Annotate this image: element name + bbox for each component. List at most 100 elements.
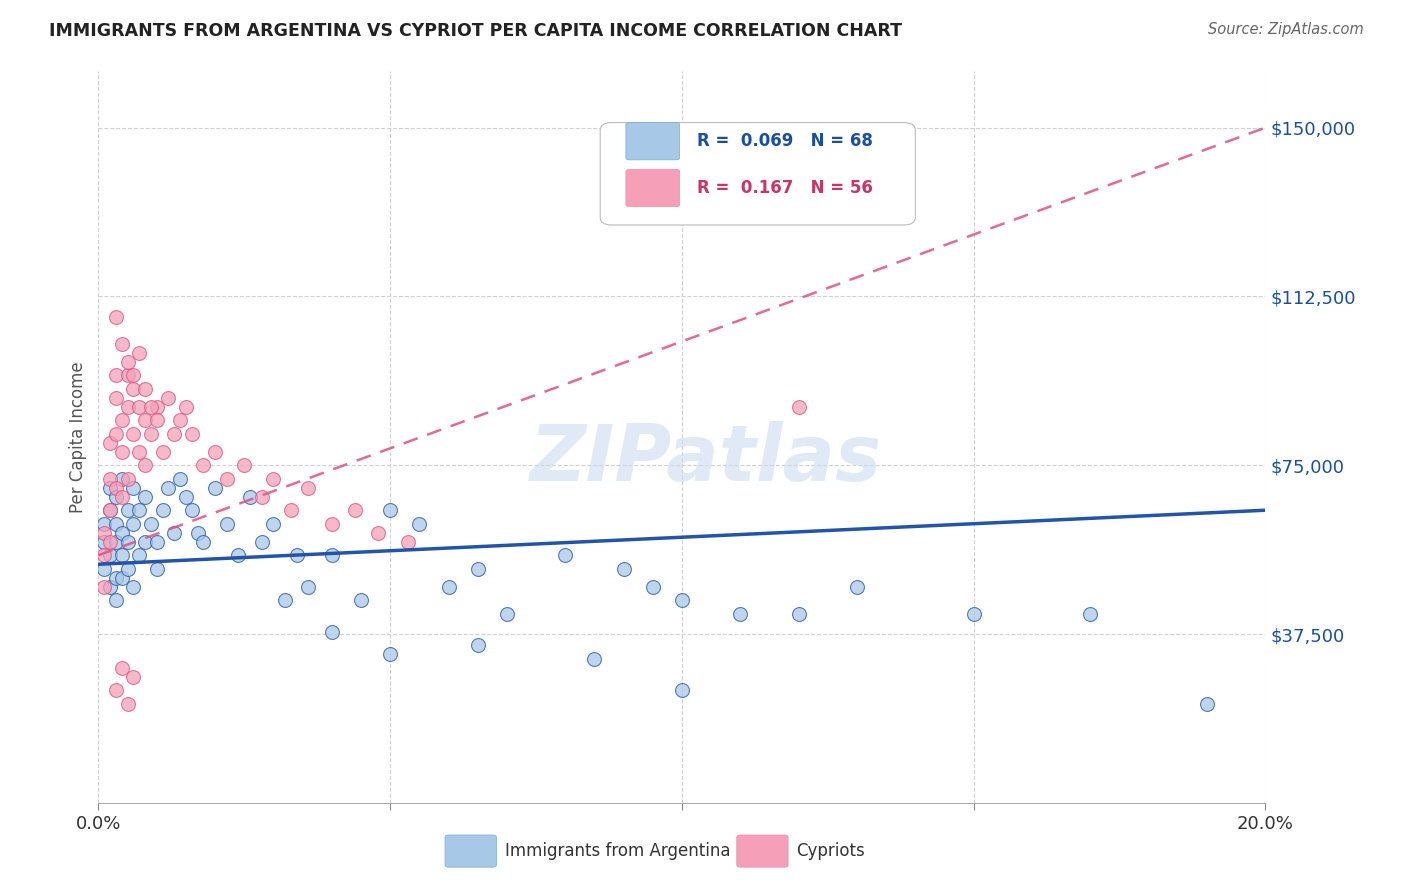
FancyBboxPatch shape <box>737 835 789 867</box>
Point <box>104 683 127 698</box>
Point <box>117 400 139 414</box>
Point <box>215 472 238 486</box>
Point <box>98 534 121 549</box>
Point <box>367 525 389 540</box>
Point <box>233 458 256 473</box>
Point <box>134 490 156 504</box>
Point <box>111 490 134 504</box>
Point <box>98 435 121 450</box>
Point <box>437 580 460 594</box>
Point <box>174 490 197 504</box>
Point <box>117 534 139 549</box>
Point <box>204 444 226 458</box>
Point <box>962 607 984 621</box>
FancyBboxPatch shape <box>626 169 679 207</box>
Point <box>111 336 134 351</box>
Point <box>128 400 150 414</box>
Point <box>496 607 519 621</box>
Point <box>215 516 238 531</box>
Point <box>111 413 134 427</box>
Point <box>104 391 127 405</box>
Point <box>554 548 576 562</box>
Point <box>98 472 121 486</box>
Point <box>104 481 127 495</box>
FancyBboxPatch shape <box>600 122 915 225</box>
Point <box>146 562 169 576</box>
Point <box>467 562 489 576</box>
Point <box>671 683 693 698</box>
Point <box>104 426 127 441</box>
Point <box>117 697 139 711</box>
Point <box>93 534 115 549</box>
Point <box>612 562 634 576</box>
Point <box>104 490 127 504</box>
FancyBboxPatch shape <box>626 122 679 160</box>
Point <box>93 562 115 576</box>
Point <box>128 548 150 562</box>
Point <box>250 490 273 504</box>
Point <box>169 472 191 486</box>
Point <box>671 593 693 607</box>
Point <box>117 472 139 486</box>
Point <box>583 652 606 666</box>
Point <box>139 400 162 414</box>
Point <box>139 426 162 441</box>
Point <box>380 503 402 517</box>
Point <box>134 413 156 427</box>
Point <box>122 382 145 396</box>
Point <box>380 647 402 661</box>
Point <box>641 580 664 594</box>
Point <box>117 562 139 576</box>
Point <box>134 458 156 473</box>
Point <box>93 516 115 531</box>
Point <box>122 516 145 531</box>
Point <box>104 534 127 549</box>
Point <box>152 444 174 458</box>
Point <box>152 503 174 517</box>
Point <box>104 571 127 585</box>
Point <box>134 382 156 396</box>
Point <box>111 525 134 540</box>
Point <box>111 661 134 675</box>
Point <box>128 503 150 517</box>
Point <box>285 548 308 562</box>
Point <box>274 593 297 607</box>
Point <box>163 525 186 540</box>
Point <box>180 503 202 517</box>
Point <box>157 391 180 405</box>
Point <box>128 444 150 458</box>
Point <box>128 345 150 359</box>
Point <box>250 534 273 549</box>
Point <box>846 580 869 594</box>
Point <box>396 534 419 549</box>
Point <box>262 472 284 486</box>
Point <box>93 548 115 562</box>
Text: R =  0.167   N = 56: R = 0.167 N = 56 <box>697 179 873 197</box>
Point <box>98 503 121 517</box>
Point <box>187 525 209 540</box>
Point <box>122 368 145 383</box>
Point <box>111 472 134 486</box>
Point <box>111 548 134 562</box>
Text: Immigrants from Argentina: Immigrants from Argentina <box>505 842 730 860</box>
Text: ZIPatlas: ZIPatlas <box>529 421 882 497</box>
Point <box>174 400 197 414</box>
Point <box>204 481 226 495</box>
Point <box>122 426 145 441</box>
Point <box>787 400 810 414</box>
Point <box>134 534 156 549</box>
Point <box>117 354 139 368</box>
Point <box>408 516 430 531</box>
Y-axis label: Per Capita Income: Per Capita Income <box>69 361 87 513</box>
Point <box>239 490 262 504</box>
Point <box>280 503 302 517</box>
Point <box>1080 607 1102 621</box>
Point <box>104 593 127 607</box>
Point <box>321 548 343 562</box>
Point <box>169 413 191 427</box>
Text: R =  0.069   N = 68: R = 0.069 N = 68 <box>697 132 873 150</box>
Text: Source: ZipAtlas.com: Source: ZipAtlas.com <box>1208 22 1364 37</box>
Point <box>146 413 169 427</box>
Point <box>98 481 121 495</box>
Point <box>117 368 139 383</box>
